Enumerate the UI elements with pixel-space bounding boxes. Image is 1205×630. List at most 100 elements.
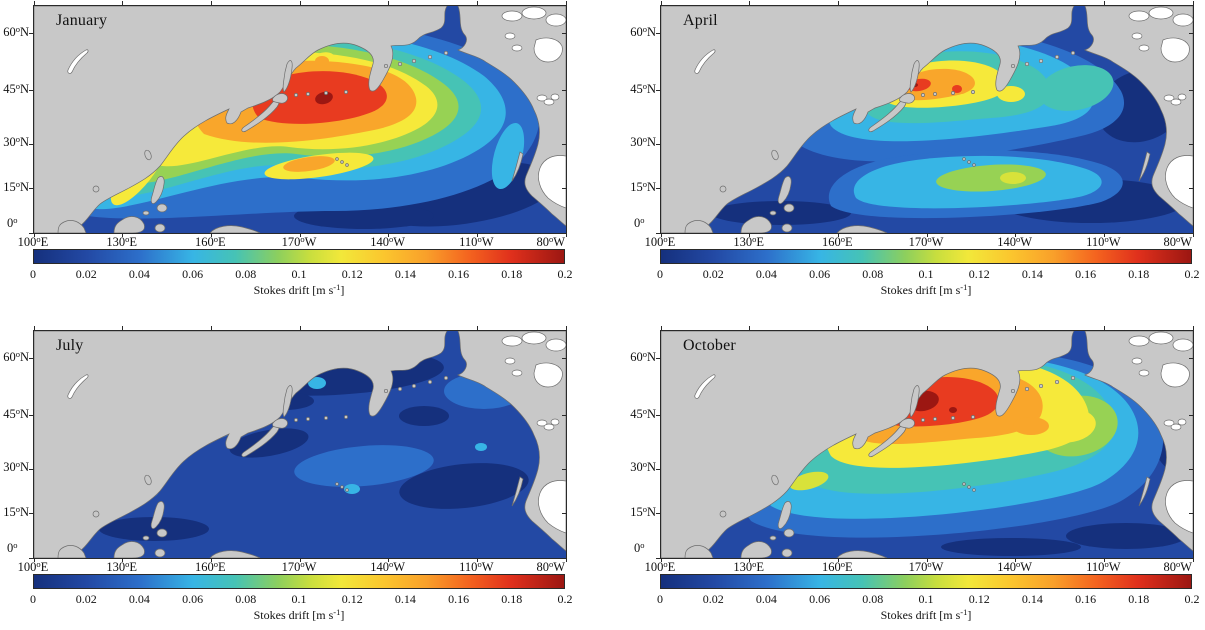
x-tick-label: 110oW: [1086, 559, 1121, 574]
y-tick-label: 60oN: [3, 23, 29, 39]
x-tick-label: 80oW: [1163, 234, 1192, 249]
tick-mark: [1189, 468, 1193, 470]
tick-mark: [656, 557, 660, 559]
tick-mark: [1189, 513, 1193, 515]
tick-mark: [122, 326, 124, 330]
stokes-drift-map: [661, 6, 1193, 233]
tick-mark: [562, 358, 566, 360]
y-tick-label: 45oN: [3, 80, 29, 96]
colorbar-tick-label: 0.04: [128, 267, 150, 281]
tick-mark: [660, 1, 662, 5]
colorbar-tick-label: 0.12: [968, 267, 990, 281]
tick-mark: [476, 326, 478, 330]
colorbar-tick-label: 0.04: [128, 592, 150, 606]
tick-mark: [210, 1, 212, 5]
tick-mark: [562, 513, 566, 515]
tick-mark: [210, 326, 212, 330]
tick-mark: [1189, 90, 1193, 92]
colorbar-tick-label: 0: [657, 267, 663, 281]
colorbar-tick-label: 0.08: [862, 592, 884, 606]
x-tick-label: 160oE: [822, 559, 853, 574]
colorbar-tick-label: 0.16: [1075, 592, 1097, 606]
tick-mark: [299, 558, 301, 562]
colorbar-tick-label: 0.06: [182, 592, 204, 606]
colorbar-tick-label: 0.2: [557, 267, 573, 281]
tick-mark: [122, 1, 124, 5]
tick-mark: [656, 468, 660, 470]
tick-mark: [122, 233, 124, 237]
tick-mark: [1103, 1, 1105, 5]
tick-mark: [656, 90, 660, 92]
tick-mark: [33, 233, 35, 237]
tick-mark: [29, 188, 33, 190]
tick-mark: [1189, 188, 1193, 190]
x-tick-label: 80oW: [536, 234, 565, 249]
tick-mark: [1192, 558, 1194, 562]
colorbar: [660, 249, 1192, 264]
x-tick-label: 160oE: [822, 234, 853, 249]
y-tick-label-origin: 0o: [634, 215, 645, 230]
colorbar-label: Stokes drift [m s-1]: [880, 607, 972, 622]
colorbar-label: Stokes drift [m s-1]: [880, 282, 972, 297]
colorbar-tick-label: 0.08: [862, 267, 884, 281]
tick-mark: [1192, 1, 1194, 5]
colorbar-tick-label: 0.1: [918, 267, 934, 281]
y-tick-label: 30oN: [630, 459, 656, 475]
tick-mark: [476, 1, 478, 5]
map-panel-april: April 60oN 45oN 30oN 15oN 0o 100oE 130oE 160oE…: [630, 1, 1200, 305]
x-tick-label: 170oW: [908, 234, 944, 249]
map-plot: April: [656, 1, 1194, 237]
y-tick-label: 60oN: [3, 348, 29, 364]
tick-mark: [29, 415, 33, 417]
colorbar-tick-label: 0.18: [1128, 267, 1150, 281]
tick-mark: [476, 233, 478, 237]
x-tick-label: 110oW: [459, 559, 494, 574]
map-plot: July: [29, 326, 567, 562]
tick-mark: [565, 326, 567, 330]
tick-mark: [1015, 558, 1017, 562]
colorbar-tick-label: 0.12: [341, 592, 363, 606]
colorbar-tick-label: 0.14: [1021, 267, 1043, 281]
colorbar-tick-label: 0: [657, 592, 663, 606]
tick-mark: [565, 1, 567, 5]
colorbar-tick-label: 0.12: [341, 267, 363, 281]
x-tick-label: 130oE: [733, 559, 764, 574]
x-tick-label: 110oW: [459, 234, 494, 249]
tick-mark: [562, 143, 566, 145]
x-tick-label: 100oE: [17, 559, 49, 574]
y-tick-label: 30oN: [3, 134, 29, 150]
colorbar-tick-label: 0.2: [1184, 592, 1200, 606]
tick-mark: [749, 233, 751, 237]
tick-mark: [562, 188, 566, 190]
x-tick-label: 130oE: [733, 234, 764, 249]
x-tick-label: 160oE: [195, 234, 226, 249]
panel-title: April: [683, 12, 718, 29]
y-tick-label: 60oN: [630, 348, 656, 364]
colorbar-label: Stokes drift [m s-1]: [253, 282, 345, 297]
colorbar-tick-label: 0.14: [394, 592, 416, 606]
y-tick-label: 45oN: [3, 405, 29, 421]
x-tick-label: 100oE: [17, 234, 49, 249]
tick-mark: [1015, 326, 1017, 330]
x-tick-label: 130oE: [106, 234, 137, 249]
panel-title: January: [56, 12, 108, 29]
tick-mark: [660, 233, 662, 237]
colorbar-tick-label: 0.12: [968, 592, 990, 606]
colorbar-tick-label: 0.18: [501, 267, 523, 281]
y-tick-label: 45oN: [630, 80, 656, 96]
tick-mark: [1189, 358, 1193, 360]
colorbar-tick-label: 0.06: [182, 267, 204, 281]
tick-mark: [926, 1, 928, 5]
tick-mark: [29, 232, 33, 234]
tick-mark: [388, 558, 390, 562]
colorbar-label: Stokes drift [m s-1]: [253, 607, 345, 622]
x-tick-label: 170oW: [281, 234, 317, 249]
y-tick-label: 30oN: [630, 134, 656, 150]
tick-mark: [562, 557, 566, 559]
tick-mark: [29, 33, 33, 35]
stokes-drift-map: [661, 331, 1193, 558]
colorbar-tick-label: 0.14: [394, 267, 416, 281]
tick-mark: [562, 33, 566, 35]
stokes-drift-map: [34, 6, 566, 233]
colorbar-tick-label: 0.1: [291, 267, 307, 281]
